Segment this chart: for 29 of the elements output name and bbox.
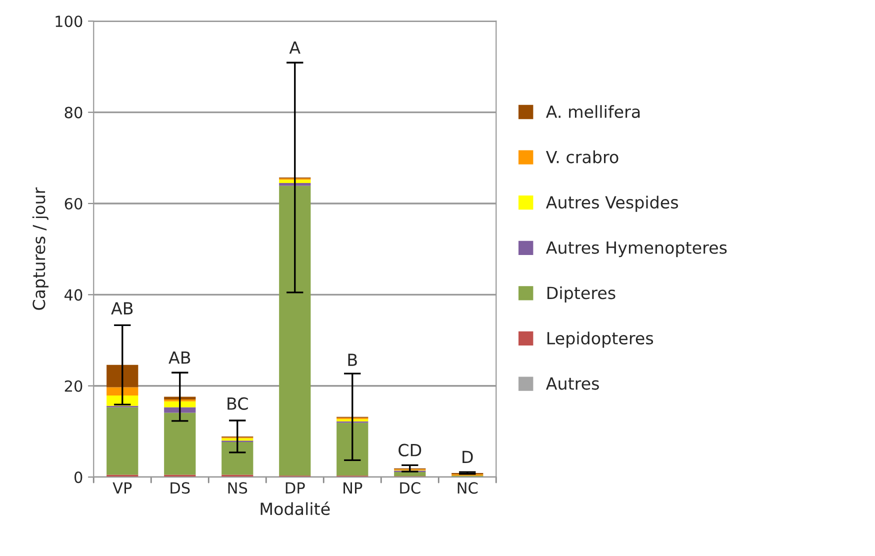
x-tick-label: NS bbox=[228, 482, 248, 494]
legend-label: V. crabro bbox=[546, 150, 618, 164]
x-tick-label: DP bbox=[286, 482, 305, 494]
x-tick-label: NC bbox=[458, 482, 478, 494]
annotation: A bbox=[289, 41, 300, 54]
legend-label: Autres Hymenopteres bbox=[546, 242, 727, 258]
y-tick-label: 20 bbox=[64, 380, 82, 392]
annotation: D bbox=[462, 450, 473, 464]
y-tick-label: 80 bbox=[64, 106, 82, 118]
legend-label: Dipteres bbox=[547, 286, 616, 302]
x-tick-label: DS bbox=[170, 482, 190, 494]
legend-label: Lepidopteres bbox=[547, 332, 654, 348]
x-axis-title: Modalité bbox=[260, 502, 330, 516]
y-tick-label: 0 bbox=[74, 472, 82, 484]
y-tick-label: 40 bbox=[64, 289, 82, 301]
annotation: B bbox=[348, 354, 357, 366]
legend-label: Autres Vespides bbox=[546, 196, 678, 212]
annotation: AB bbox=[168, 351, 190, 364]
x-tick-label: NP bbox=[344, 482, 362, 494]
y-axis-title: Captures / jour bbox=[32, 187, 48, 310]
y-tick-label: 100 bbox=[56, 16, 82, 28]
annotation: BC bbox=[228, 397, 248, 410]
x-tick-label: DC bbox=[400, 482, 420, 494]
y-tick-label: 60 bbox=[64, 198, 82, 210]
annotation: AB bbox=[111, 302, 133, 314]
x-tick-label: VP bbox=[112, 482, 132, 494]
annotation: CD bbox=[398, 444, 422, 456]
legend-label: Autres bbox=[546, 377, 599, 390]
legend-label: A. mellifera bbox=[546, 105, 640, 118]
